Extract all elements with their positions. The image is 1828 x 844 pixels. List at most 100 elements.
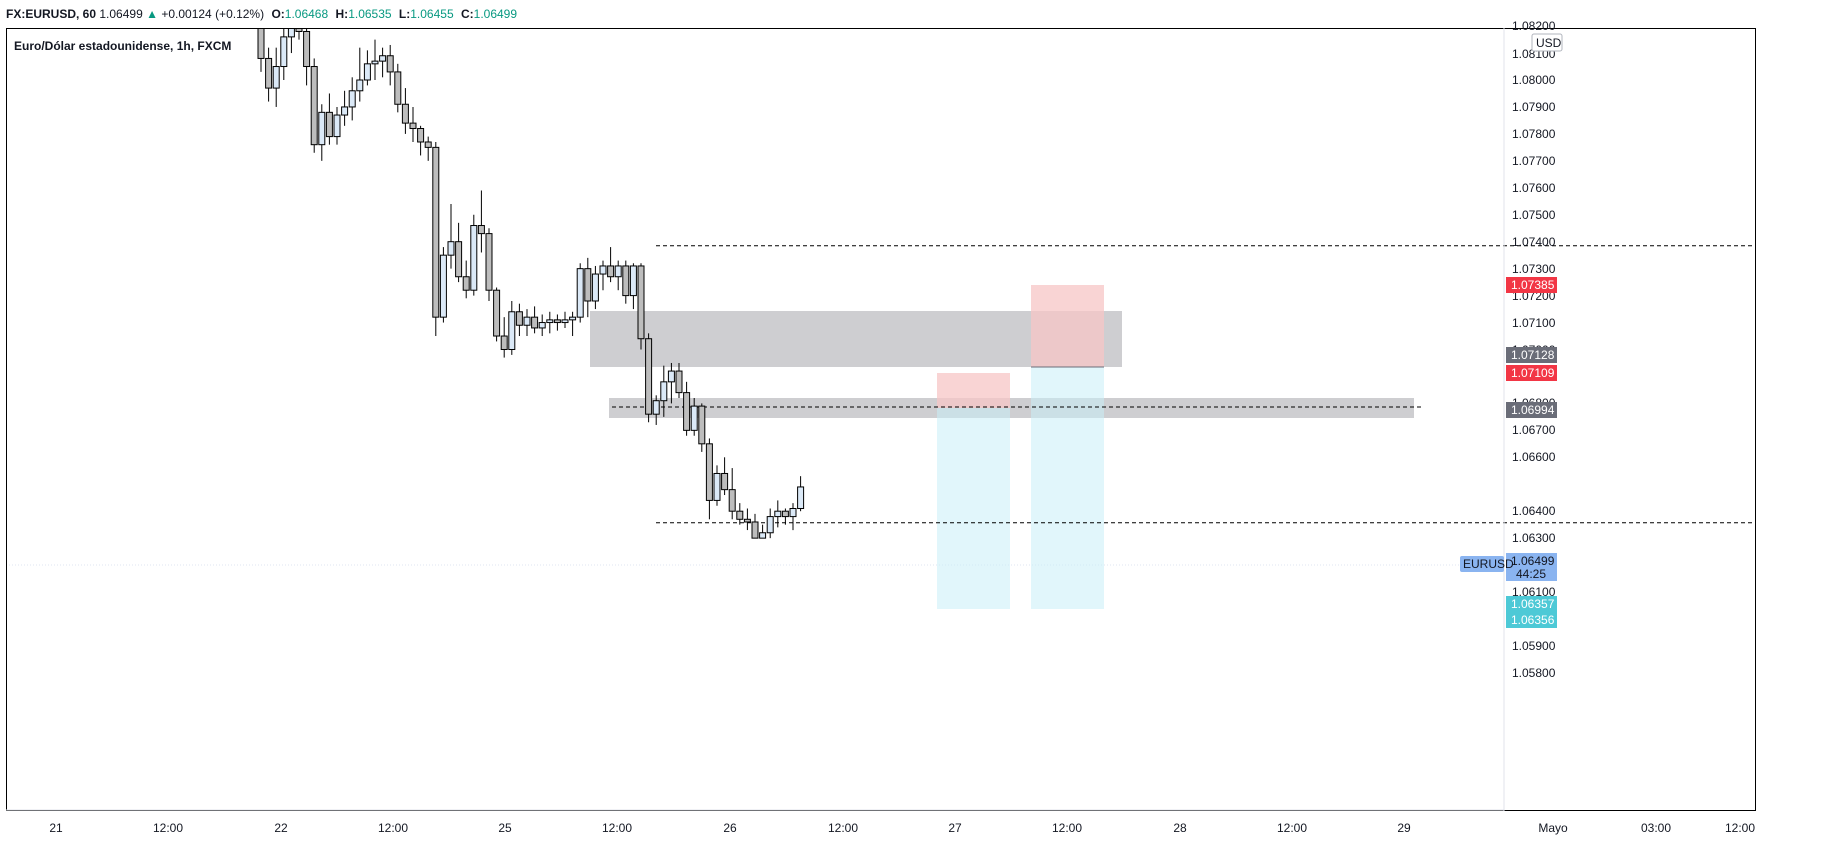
price-tick-label: 1.06600 (1512, 450, 1556, 464)
candle-body (698, 405, 706, 445)
price-tick-label: 1.06400 (1512, 504, 1556, 518)
last-price: 1.06499 (99, 7, 143, 21)
candle-body (265, 57, 273, 89)
candle-body (645, 338, 653, 415)
candle-body (424, 141, 432, 148)
candle-body (379, 55, 387, 62)
candle-body (356, 79, 364, 92)
candle-body (523, 316, 531, 326)
symbol-name[interactable]: FX:EURUSD, 60 (6, 7, 97, 21)
candle-body (599, 265, 607, 275)
candle-body (675, 370, 683, 394)
price-badge (1506, 402, 1557, 418)
price-badge (1506, 612, 1557, 628)
time-tick-label: Mayo (1538, 821, 1568, 835)
candle-body (325, 111, 333, 138)
price-badge (1506, 277, 1557, 293)
candle-body (318, 111, 326, 146)
price-badge (1506, 553, 1557, 581)
candle-body (614, 265, 622, 278)
plot-layer (7, 29, 1754, 609)
candle-body (781, 510, 789, 518)
time-tick-label: 27 (948, 821, 962, 835)
candle-body (272, 66, 280, 89)
chart-title: Euro/Dólar estadounidense, 1h, FXCM (14, 39, 232, 53)
candle-body (310, 66, 318, 146)
candle-body (629, 265, 637, 297)
candle-body (743, 518, 751, 523)
candle-body (371, 60, 379, 65)
price-tick-label: 1.07400 (1512, 235, 1556, 249)
high-value: 1.06535 (348, 7, 392, 21)
position-target-zone-2 (1031, 367, 1104, 609)
price-badge-value: 1.06499 (1511, 554, 1555, 568)
time-tick-label: 25 (498, 821, 512, 835)
price-change: +0.00124 (+0.12%) (161, 7, 265, 21)
price-tick-label: 1.06300 (1512, 531, 1556, 545)
low-value: 1.06455 (410, 7, 454, 21)
time-tick-label: 12:00 (1052, 821, 1082, 835)
time-tick-label: 12:00 (153, 821, 183, 835)
candle-body (561, 319, 569, 324)
candle-body (470, 225, 478, 291)
time-tick-label: 03:00 (1641, 821, 1671, 835)
change-arrow-icon: ▲ (146, 7, 158, 21)
candle-body (455, 241, 463, 278)
time-tick-label: 12:00 (1725, 821, 1755, 835)
candle-body (386, 55, 394, 73)
candle-body (394, 71, 402, 105)
low-label: L: (398, 7, 411, 21)
price-tick-label: 1.08000 (1512, 73, 1556, 87)
candle-body (485, 233, 493, 291)
candle-body (363, 63, 371, 81)
candle-body (295, 29, 303, 32)
candle-body (766, 516, 774, 534)
candle-body (728, 489, 736, 512)
high-label: H: (335, 7, 349, 21)
candle-body (341, 106, 349, 116)
close-value: 1.06499 (473, 7, 518, 21)
candle-body (690, 405, 698, 431)
candle-body (637, 265, 645, 340)
candle-body (569, 316, 577, 321)
candle-body (591, 273, 599, 302)
candle-body (500, 335, 508, 350)
price-tick-label: 1.07500 (1512, 208, 1556, 222)
time-tick-label: 12:00 (602, 821, 632, 835)
candle-body (515, 311, 523, 326)
close-label: C: (460, 7, 474, 21)
position-stop-zone-2 (1031, 285, 1104, 367)
candle-body (660, 381, 668, 402)
candle-body (439, 254, 447, 318)
position-target-zone-1 (937, 408, 1010, 609)
candle-body (538, 322, 546, 329)
candle-body (797, 486, 805, 510)
candle-body (477, 225, 485, 235)
candle-body (736, 510, 744, 520)
price-tick-label: 1.07700 (1512, 154, 1556, 168)
time-tick-label: 12:00 (378, 821, 408, 835)
price-badge-value: 1.06356 (1511, 613, 1555, 627)
price-tick-label: 1.08200 (1512, 19, 1556, 33)
candle-body (257, 29, 265, 59)
symbol-header: FX:EURUSD, 60 1.06499 ▲ +0.00124 (+0.12%… (0, 0, 1828, 28)
price-tick-label: 1.06100 (1512, 585, 1556, 599)
position-stop-zone-1 (937, 373, 1010, 408)
price-tick-label: 1.06700 (1512, 423, 1556, 437)
candle-body (721, 472, 729, 491)
price-badge-value: 1.06357 (1511, 597, 1555, 611)
candle-body (417, 128, 425, 143)
countdown-timer: 44:25 (1516, 567, 1546, 581)
candle-body (333, 114, 341, 138)
price-tick-label: 1.07900 (1512, 100, 1556, 114)
symbol-badge (1460, 556, 1504, 572)
candle-body (789, 508, 797, 518)
candle-body (622, 265, 630, 297)
price-badge (1506, 365, 1557, 381)
price-tick-label: 1.07100 (1512, 316, 1556, 330)
time-tick-label: 12:00 (1277, 821, 1307, 835)
open-value: 1.06468 (284, 7, 329, 21)
open-label: O: (271, 7, 285, 21)
candle-body (546, 319, 554, 324)
